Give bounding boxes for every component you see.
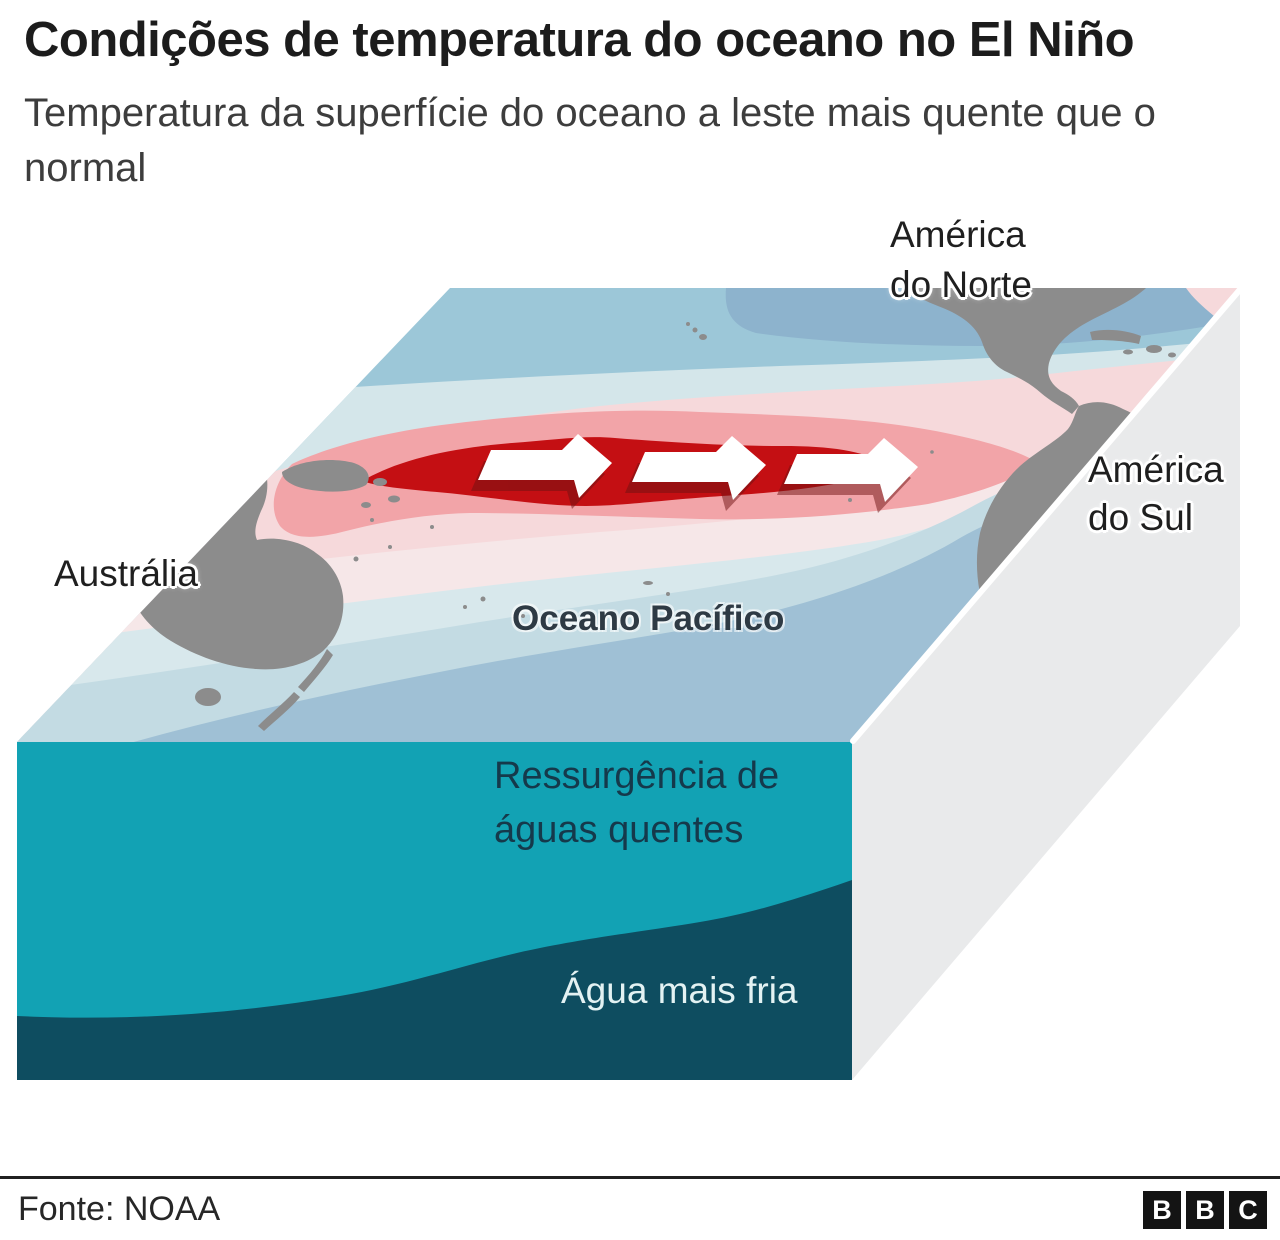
land-new-zealand <box>258 649 333 731</box>
label-north-america-line1: América <box>890 214 1026 255</box>
east-current-arrow <box>478 434 612 498</box>
east-current-arrow <box>784 438 918 502</box>
label-pacific-ocean: Oceano Pacífico <box>512 599 785 638</box>
land-island <box>370 518 374 522</box>
land-jamaica <box>1123 349 1133 355</box>
label-north-america: América do Norte <box>890 210 1032 310</box>
label-north-america-line2: do Norte <box>890 264 1032 305</box>
land-island <box>666 592 670 596</box>
land-island <box>521 614 525 618</box>
arrow-bodies <box>478 434 918 502</box>
land-island <box>430 525 434 529</box>
bbc-logo: B B C <box>1143 1191 1267 1229</box>
bbc-logo-block: C <box>1229 1191 1267 1229</box>
source-note: Fonte: NOAA <box>18 1190 221 1228</box>
land-island <box>373 478 387 486</box>
land-island <box>480 596 486 602</box>
land-island <box>643 581 653 585</box>
label-south-america-line1: América <box>1088 449 1224 490</box>
land-hispaniola <box>1146 345 1162 353</box>
land-island <box>361 502 371 508</box>
footer-divider <box>0 1176 1280 1179</box>
label-cold-water: Água mais fria <box>561 970 798 1011</box>
east-current-arrow <box>632 436 766 500</box>
front-face-cold-water <box>17 880 852 1080</box>
land-island <box>686 322 690 326</box>
current-arrows <box>471 434 918 513</box>
land-north-america <box>905 288 1146 414</box>
bbc-logo-block: B <box>1186 1191 1224 1229</box>
land-island <box>388 545 392 549</box>
page-subtitle: Temperatura da superfície do oceano a le… <box>24 91 1156 190</box>
label-upwelling-line1: Ressurgência de <box>494 755 780 797</box>
land-island <box>692 327 698 333</box>
band-corner-pink <box>1186 288 1240 316</box>
land-island <box>848 498 852 502</box>
page-title: Condições de temperatura do oceano no El… <box>24 13 1135 67</box>
label-south-america-line2: do Sul <box>1088 497 1193 538</box>
label-south-america: América do Sul <box>1088 446 1224 542</box>
land-hawaii <box>699 334 707 340</box>
bbc-logo-block: B <box>1143 1191 1181 1229</box>
land-island <box>463 605 467 609</box>
land-island <box>353 556 359 562</box>
label-upwelling: Ressurgência de águas quentes <box>494 749 779 857</box>
label-australia: Austrália <box>54 553 198 594</box>
block-edge-seam <box>850 283 1246 744</box>
land-tasmania <box>195 688 221 706</box>
land-island <box>1168 352 1176 358</box>
land-cuba <box>1090 329 1141 344</box>
land-new-guinea <box>282 460 369 492</box>
land-island <box>388 495 400 503</box>
land-island <box>930 450 934 454</box>
block-side-face <box>852 288 1240 1080</box>
label-upwelling-line2: águas quentes <box>494 809 744 851</box>
